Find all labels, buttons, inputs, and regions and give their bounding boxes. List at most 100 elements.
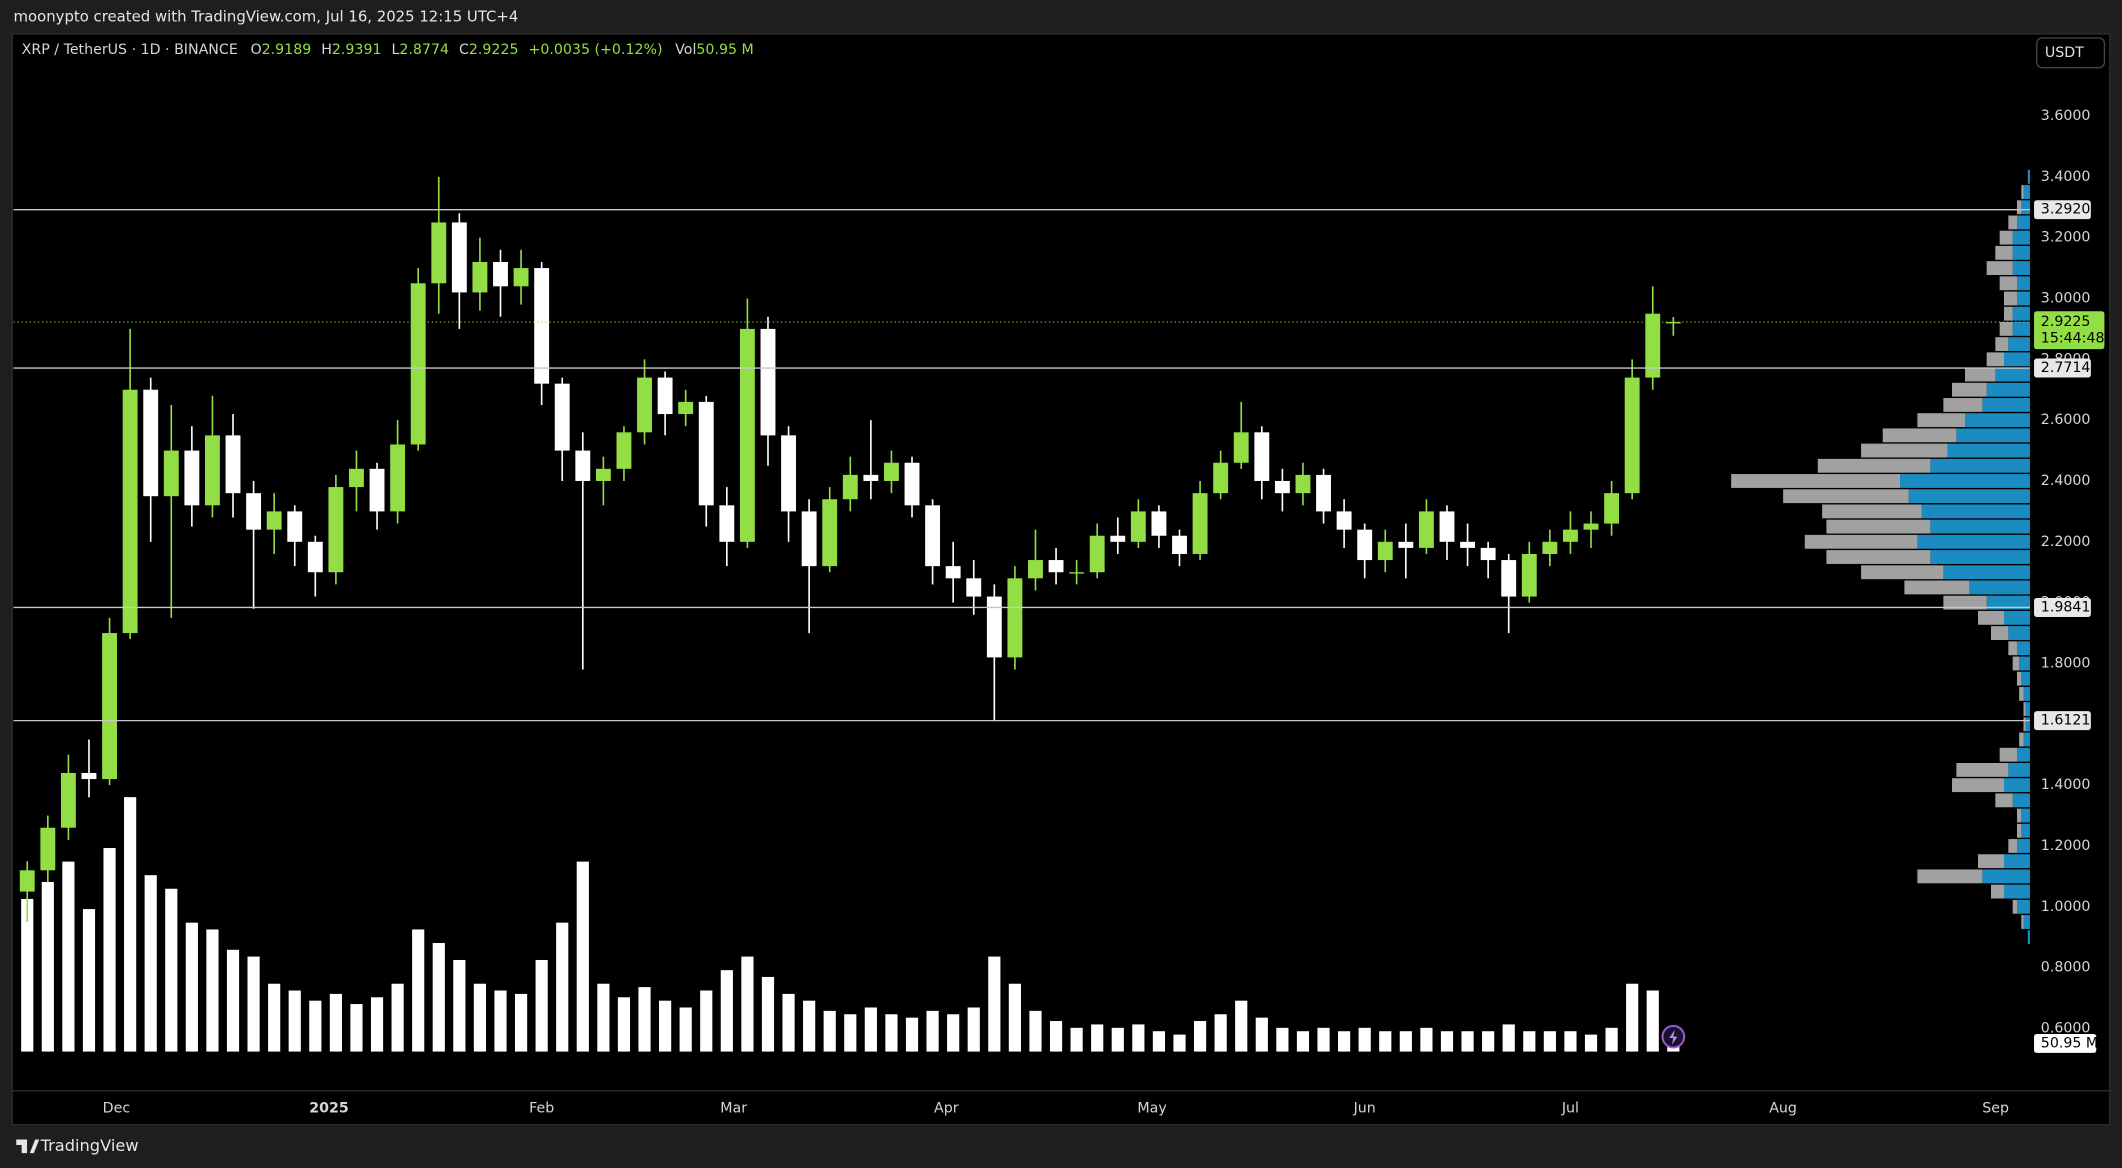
- candle-body: [1398, 541, 1414, 548]
- profile-up: [1982, 398, 2030, 412]
- candle-body: [575, 450, 591, 481]
- brand-text: TradingView: [40, 1136, 139, 1155]
- level-badge: [2034, 200, 2091, 220]
- candle-body: [842, 474, 858, 500]
- volume-bar: [62, 861, 75, 1052]
- candle-body: [1604, 493, 1620, 524]
- profile-up: [2025, 702, 2030, 717]
- profile-down: [1978, 610, 2004, 625]
- profile-down: [2016, 671, 2022, 686]
- x-tick-label: Dec: [103, 1100, 130, 1116]
- volume-bar: [432, 943, 445, 1052]
- volume-bar: [1584, 1034, 1598, 1052]
- volume-bar: [761, 976, 775, 1052]
- profile-down: [1999, 276, 2017, 291]
- candle-body: [40, 827, 56, 871]
- candle-body: [102, 633, 117, 780]
- candle-body: [1192, 493, 1208, 554]
- candle-body: [328, 487, 344, 573]
- profile-down: [2021, 185, 2024, 199]
- profile-up: [1900, 474, 2030, 488]
- profile-up: [1930, 458, 2030, 473]
- y-tick-label: 1.8000: [2041, 655, 2091, 671]
- volume-bar: [288, 990, 301, 1052]
- volume-bar: [1379, 1031, 1392, 1052]
- profile-up: [1930, 519, 2030, 534]
- candle-body: [1480, 547, 1496, 561]
- volume-bar: [247, 956, 260, 1052]
- volume-bar: [1523, 1031, 1536, 1052]
- volume-bar: [226, 949, 240, 1052]
- candle-body: [1418, 511, 1434, 548]
- volume-bar: [679, 1007, 692, 1052]
- profile-up: [1947, 443, 2030, 458]
- candle-body: [925, 505, 941, 567]
- volume-bar: [350, 1004, 363, 1052]
- volume-bar: [1461, 1031, 1474, 1052]
- volume-bar: [1008, 983, 1021, 1052]
- candle-body: [1542, 541, 1558, 554]
- volume-bar: [165, 888, 178, 1052]
- currency-button-label[interactable]: USDT: [2045, 45, 2084, 61]
- profile-down: [2016, 823, 2022, 838]
- profile-up: [2016, 291, 2030, 306]
- candle-body: [472, 261, 488, 293]
- volume-bar: [1235, 1000, 1248, 1052]
- profile-up: [1995, 367, 2030, 382]
- profile-down: [1995, 245, 2013, 260]
- candle-body: [1089, 535, 1105, 573]
- profile-down: [1861, 443, 1948, 458]
- candle-body: [554, 383, 570, 451]
- y-tick-label: 3.2000: [2041, 230, 2091, 246]
- candle-body: [1377, 541, 1393, 561]
- volume-bar: [1646, 990, 1659, 1052]
- y-tick-label: 1.0000: [2041, 899, 2091, 915]
- volume-bar: [1399, 1031, 1412, 1052]
- candle-body: [822, 499, 838, 567]
- candle-body: [1274, 480, 1290, 494]
- profile-down: [1999, 230, 2013, 245]
- volume-bar: [741, 956, 754, 1052]
- volume-bar: [144, 875, 157, 1052]
- legend-vol-label: Vol: [675, 42, 696, 58]
- profile-down: [1917, 413, 1966, 428]
- profile-down: [1917, 869, 1983, 884]
- profile-down: [1943, 398, 1983, 412]
- legend-c-label: C: [459, 42, 469, 58]
- volume-bar: [370, 997, 384, 1052]
- volume-bar: [782, 993, 795, 1052]
- profile-up: [2021, 823, 2030, 838]
- profile-up: [1908, 489, 2030, 504]
- plot: [13, 169, 2030, 1052]
- legend-h-label: H: [321, 42, 332, 58]
- currency-button[interactable]: USDT: [2036, 37, 2106, 69]
- volume-bar: [638, 987, 651, 1052]
- profile-down: [1995, 337, 2009, 352]
- volume-bar: [864, 1007, 877, 1052]
- level-label: 1.9841: [2041, 599, 2091, 615]
- candle-body: [863, 474, 879, 481]
- volume-bar: [1276, 1027, 1289, 1052]
- x-tick-label: Jun: [1353, 1100, 1376, 1116]
- currency-button-box[interactable]: [2036, 37, 2106, 69]
- volume-bar: [391, 983, 404, 1052]
- profile-up: [1917, 534, 2030, 549]
- profile-down: [1986, 261, 2013, 276]
- candle-body: [986, 596, 1002, 658]
- level-label: 2.7714: [2041, 360, 2091, 376]
- alert-icon-bolt: [1669, 1029, 1678, 1045]
- profile-down: [2003, 306, 2013, 321]
- volume-bar: [41, 881, 54, 1052]
- profile-down: [1999, 747, 2017, 762]
- y-tick-label: 2.2000: [2041, 534, 2091, 550]
- profile-up: [1930, 550, 2030, 564]
- legend-o-value: 2.9189: [262, 42, 312, 58]
- legend-h-value: 2.9391: [332, 42, 382, 58]
- volume-bar: [947, 1014, 960, 1052]
- legend-l-value: 2.8774: [399, 42, 449, 58]
- profile-down: [2012, 899, 2017, 914]
- brand: TradingView: [16, 1136, 139, 1155]
- x-tick-label: Jul: [1561, 1100, 1579, 1116]
- profile-down: [1783, 489, 1909, 504]
- candle-body: [637, 377, 652, 433]
